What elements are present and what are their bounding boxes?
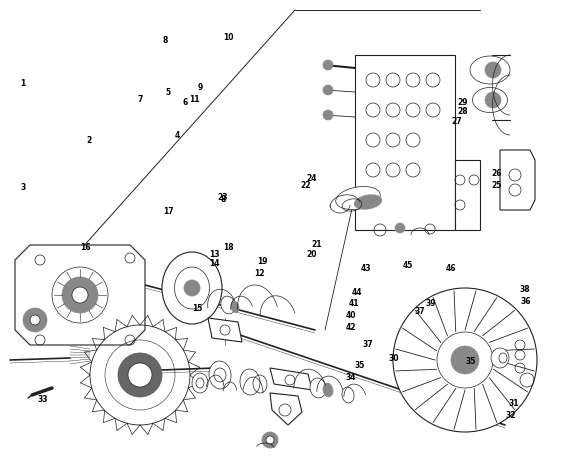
Text: 3: 3: [20, 183, 26, 192]
Text: 18: 18: [223, 243, 234, 251]
Circle shape: [128, 363, 152, 387]
Text: 35: 35: [355, 361, 365, 370]
Polygon shape: [355, 55, 455, 230]
Circle shape: [118, 353, 162, 397]
Ellipse shape: [323, 383, 333, 397]
Text: 21: 21: [312, 240, 322, 249]
Circle shape: [395, 223, 405, 233]
Circle shape: [30, 315, 40, 325]
Text: 15: 15: [192, 304, 202, 313]
Circle shape: [323, 110, 333, 120]
Text: 2: 2: [86, 136, 91, 144]
Circle shape: [72, 287, 88, 303]
Text: 26: 26: [492, 169, 502, 178]
Text: 13: 13: [209, 250, 219, 258]
Text: 4: 4: [174, 131, 180, 140]
Circle shape: [184, 280, 200, 296]
Text: 17: 17: [163, 207, 174, 216]
Circle shape: [62, 277, 98, 313]
Text: 35: 35: [466, 357, 476, 365]
Text: 16: 16: [81, 243, 91, 251]
Text: 32: 32: [506, 411, 516, 420]
Text: 8: 8: [220, 195, 226, 204]
Text: 19: 19: [258, 257, 268, 266]
Text: 40: 40: [346, 312, 356, 320]
Text: 12: 12: [255, 269, 265, 277]
Text: 42: 42: [346, 323, 356, 332]
Polygon shape: [270, 393, 302, 425]
Circle shape: [437, 332, 493, 388]
Text: 33: 33: [38, 395, 48, 403]
Text: 29: 29: [457, 98, 468, 106]
Text: 7: 7: [137, 95, 143, 104]
Text: 10: 10: [223, 34, 234, 42]
Text: 38: 38: [520, 285, 530, 294]
Circle shape: [485, 62, 501, 78]
Text: 5: 5: [166, 88, 171, 97]
Text: 20: 20: [306, 250, 316, 258]
Ellipse shape: [231, 301, 239, 313]
Text: 14: 14: [209, 259, 219, 268]
Text: 8: 8: [163, 36, 168, 45]
Ellipse shape: [209, 361, 231, 389]
Text: 9: 9: [197, 84, 203, 92]
Text: 36: 36: [520, 297, 530, 306]
Ellipse shape: [491, 348, 509, 368]
Ellipse shape: [221, 296, 235, 314]
Text: 6: 6: [183, 98, 188, 106]
Circle shape: [323, 85, 333, 95]
Text: 11: 11: [189, 95, 199, 104]
Text: 22: 22: [300, 181, 311, 190]
Polygon shape: [15, 245, 145, 345]
Ellipse shape: [336, 187, 380, 209]
Circle shape: [23, 308, 47, 332]
Ellipse shape: [470, 56, 510, 84]
Polygon shape: [270, 368, 312, 390]
Text: 34: 34: [346, 373, 356, 382]
Circle shape: [266, 436, 274, 444]
Text: 31: 31: [509, 399, 519, 408]
Text: 44: 44: [352, 288, 362, 296]
Text: 39: 39: [426, 300, 436, 308]
Polygon shape: [500, 150, 535, 210]
Text: 24: 24: [306, 174, 316, 182]
Ellipse shape: [342, 387, 354, 403]
Text: 37: 37: [415, 307, 425, 315]
Text: 41: 41: [349, 300, 359, 308]
Text: 37: 37: [363, 340, 373, 349]
Text: 45: 45: [403, 262, 413, 270]
Ellipse shape: [192, 373, 208, 393]
Circle shape: [323, 60, 333, 70]
Circle shape: [393, 288, 537, 432]
Ellipse shape: [310, 378, 326, 398]
Text: 28: 28: [457, 107, 468, 116]
Polygon shape: [208, 318, 242, 342]
Ellipse shape: [354, 195, 382, 209]
Circle shape: [451, 346, 479, 374]
Text: 46: 46: [446, 264, 456, 273]
Text: 23: 23: [218, 193, 228, 201]
Ellipse shape: [472, 87, 508, 113]
Ellipse shape: [240, 369, 260, 395]
Polygon shape: [455, 160, 480, 230]
Ellipse shape: [175, 267, 210, 309]
Circle shape: [485, 92, 501, 108]
Text: 27: 27: [452, 117, 462, 125]
Text: 43: 43: [360, 264, 371, 273]
Text: 1: 1: [20, 79, 26, 87]
Text: 30: 30: [389, 354, 399, 363]
Circle shape: [262, 432, 278, 448]
Ellipse shape: [162, 252, 222, 324]
Text: 25: 25: [492, 181, 502, 190]
